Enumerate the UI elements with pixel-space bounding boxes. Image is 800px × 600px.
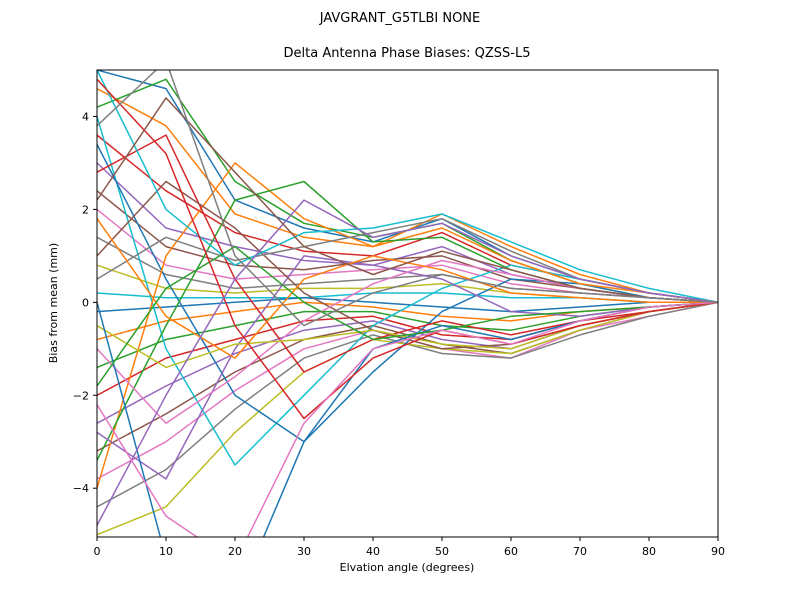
axes-title: Delta Antenna Phase Biases: QZSS-L5 (284, 46, 531, 61)
series-line (97, 78, 718, 420)
figure-suptitle: JAVGRANT_G5TLBI NONE (319, 11, 481, 26)
series-line (97, 301, 718, 537)
x-axis-label: Elvation angle (degrees) (340, 561, 475, 574)
series-line (97, 180, 718, 350)
series-line (97, 97, 718, 304)
y-tick-label: 2 (82, 203, 89, 216)
series-line (97, 70, 718, 327)
series-line (97, 199, 718, 527)
x-tick-label: 40 (366, 545, 380, 558)
x-tick-label: 70 (573, 545, 587, 558)
x-tick-label: 60 (504, 545, 518, 558)
axes-box (96, 69, 719, 538)
x-tick-label: 30 (297, 545, 311, 558)
y-tick-label: −4 (73, 482, 89, 495)
series-line (97, 301, 718, 537)
x-tick-label: 0 (94, 545, 101, 558)
series-line (97, 70, 718, 304)
series-line (97, 162, 718, 489)
series-line (97, 301, 718, 508)
series-line (97, 301, 718, 397)
y-axis-label: Bias from mean (mm) (47, 243, 60, 363)
x-tick-label: 20 (228, 545, 242, 558)
series-line (97, 78, 718, 304)
y-tick-label: 4 (82, 110, 89, 123)
series-line (97, 296, 718, 313)
x-tick-label: 50 (435, 545, 449, 558)
series-line (97, 245, 718, 387)
y-tick-label: 0 (82, 296, 89, 309)
series-line (97, 301, 718, 452)
x-tick-label: 80 (642, 545, 656, 558)
y-tick-label: −2 (73, 389, 89, 402)
x-tick-label: 10 (159, 545, 173, 558)
tick-layer: 0 10 20 30 40 50 60 70 80 90 −4 −2 0 2 4 (73, 110, 725, 558)
x-tick-label: 90 (711, 545, 725, 558)
series-layer (97, 70, 718, 537)
